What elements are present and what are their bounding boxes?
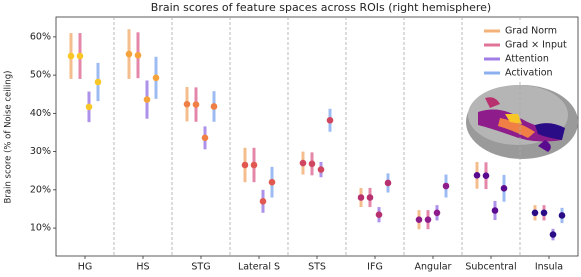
x-tick-label: Subcentral (465, 262, 516, 273)
x-tick-label: HS (136, 262, 149, 273)
point (375, 211, 383, 219)
x-tick-label: Angular (415, 262, 452, 273)
point (500, 185, 508, 192)
point (134, 51, 142, 59)
y-tick-label: 40% (30, 108, 51, 119)
point (268, 178, 276, 186)
y-tick-label: 60% (30, 31, 51, 42)
point (473, 172, 481, 179)
point (317, 166, 325, 173)
point (201, 134, 209, 142)
point (442, 182, 450, 190)
x-tick-label: STS (308, 262, 326, 273)
point (183, 100, 191, 108)
point (357, 194, 365, 201)
point (125, 50, 133, 58)
point (540, 209, 548, 217)
point (424, 216, 432, 223)
point (241, 161, 249, 169)
legend: Grad Norm Grad × Input Attention Activation (479, 21, 575, 81)
point (308, 160, 316, 168)
point (491, 207, 499, 214)
point (259, 198, 267, 205)
point (67, 52, 75, 60)
point (192, 101, 200, 108)
x-tick-label: IFG (367, 262, 383, 273)
point (433, 209, 441, 217)
brain-inset (466, 85, 578, 159)
point (94, 78, 102, 86)
point (326, 116, 334, 124)
point (415, 216, 423, 223)
x-tick-label: STG (191, 262, 210, 273)
point (299, 159, 307, 167)
legend-label: Activation (505, 68, 553, 79)
point (531, 209, 539, 217)
y-tick-label: 10% (30, 223, 51, 234)
y-tick-label: 20% (30, 184, 51, 195)
y-tick-label: 30% (30, 146, 51, 157)
point (558, 212, 566, 219)
point (152, 74, 160, 82)
x-tick-label: Insula (535, 262, 563, 273)
point (366, 194, 374, 201)
x-tick-label: HG (78, 262, 93, 273)
point (549, 231, 557, 238)
point (384, 179, 392, 187)
y-axis-label: Brain score (% of Noise ceiling) (4, 71, 14, 204)
point (482, 172, 490, 179)
x-tick-label: Lateral S (238, 262, 280, 273)
point (210, 103, 218, 110)
legend-label: Attention (505, 54, 549, 65)
y-tick-label: 50% (30, 70, 51, 81)
legend-label: Grad × Input (505, 40, 567, 51)
point (76, 52, 84, 60)
point (85, 103, 93, 111)
legend-label: Grad Norm (505, 26, 557, 37)
chart-title: Brain scores of feature spaces across RO… (151, 1, 491, 14)
point (250, 161, 258, 169)
point (143, 96, 151, 103)
